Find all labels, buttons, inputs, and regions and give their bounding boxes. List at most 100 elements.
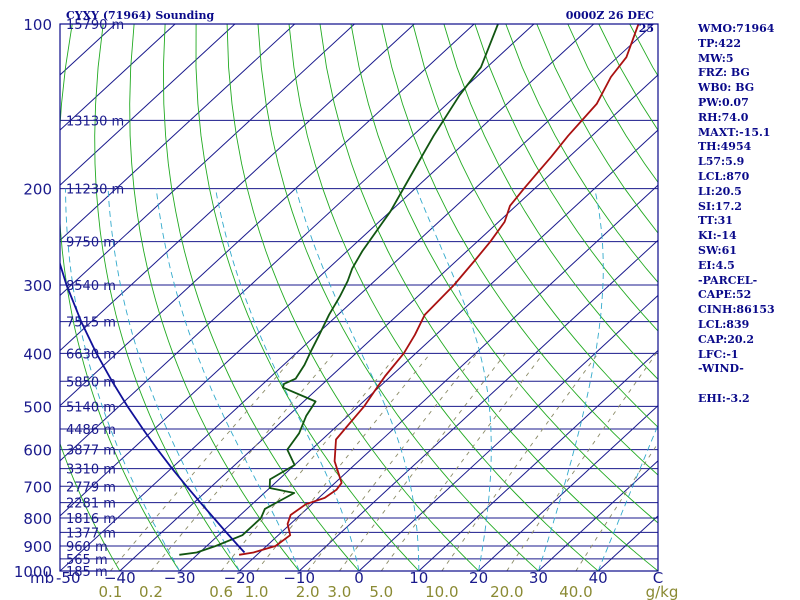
- pressure-label-200: 200: [23, 181, 52, 199]
- sounding-index-22: LFC:-1: [698, 347, 739, 361]
- sounding-index-24: [698, 377, 798, 392]
- mixing-ratio-line-10.0: [441, 353, 599, 571]
- height-label-350: 7515 m: [66, 316, 116, 331]
- isotherm--100: [60, 24, 355, 297]
- height-label-250: 9750 m: [66, 236, 116, 251]
- height-label-100: 15790 m: [66, 18, 124, 33]
- dry-adiabat-110: [505, 24, 658, 283]
- isotherm-10: [418, 349, 658, 571]
- height-label-700: 2779 m: [66, 480, 116, 495]
- dry-adiabat-40: [288, 24, 599, 571]
- temperature-tick--20: −20: [224, 569, 256, 587]
- parcel-line: [60, 260, 246, 554]
- isotherm--10: [298, 239, 658, 571]
- mixing-ratio-line-0.2: [150, 353, 335, 571]
- dry-adiabat--20: [94, 24, 240, 571]
- dry-adiabat-20: [226, 24, 479, 571]
- sounding-index-8: TH:4954: [698, 140, 752, 154]
- moist-adiabat-40: [597, 423, 658, 571]
- isotherm-30: [538, 460, 658, 571]
- temperature-tick--40: −40: [104, 569, 136, 587]
- isotherm--120: [60, 24, 236, 186]
- pressure-label-900: 900: [23, 538, 52, 556]
- height-label-400: 6630 m: [66, 347, 116, 362]
- sounding-index-4: WB0: BG: [698, 81, 755, 95]
- pressure-label-800: 800: [23, 510, 52, 528]
- temperature-tick-30: 30: [529, 569, 548, 587]
- height-label-950: 565 m: [66, 553, 108, 568]
- dry-adiabat-100: [474, 24, 658, 332]
- sounding-indices-panel: WMO:71964 TP:422 MW:5 FRZ: BG WB0: BG PW:0.07…: [698, 22, 798, 407]
- sounding-index-2: MW:5: [698, 51, 734, 65]
- temperature-tick-10: 10: [409, 569, 428, 587]
- temperature-tick--50: -50: [56, 569, 81, 587]
- plot-frame: [59, 23, 659, 572]
- height-label-900: 960 m: [66, 540, 108, 555]
- dry-adiabat--10: [129, 24, 300, 571]
- sounding-index-21: CAP:20.2: [698, 332, 755, 346]
- pressure-label-600: 600: [23, 442, 52, 460]
- pressure-label-300: 300: [23, 277, 52, 295]
- mixing-ratio-label-0.6: 0.6: [209, 583, 233, 600]
- temperature-tick-40: 40: [589, 569, 608, 587]
- mixing-ratio-line-20.0: [506, 353, 657, 571]
- chart-grid: [60, 24, 658, 571]
- mixing-ratio-label-20.0: 20.0: [490, 583, 523, 600]
- dry-adiabat--40: [60, 442, 121, 571]
- temperature-unit-label: C: [653, 569, 663, 587]
- temperature-line: [238, 24, 640, 556]
- sounding-index-14: KI:-14: [698, 229, 737, 243]
- dry-adiabat-30: [257, 24, 539, 571]
- sounding-index-16: EI:4.5: [698, 258, 735, 272]
- dewpoint-line: [179, 24, 499, 556]
- dry-adiabat-0: [162, 24, 360, 571]
- pressure-label-100: 100: [23, 16, 52, 34]
- height-label-500: 5140 m: [66, 400, 116, 415]
- mixing-ratio-unit-label: g/kg: [646, 583, 679, 600]
- dry-adiabat-90: [443, 24, 658, 380]
- isotherm--50: [60, 24, 654, 571]
- sounding-index-17: -PARCEL-: [698, 273, 758, 287]
- isotherm--110: [60, 24, 296, 241]
- height-label-650: 3310 m: [66, 463, 116, 478]
- mixing-ratio-line-5.0: [380, 353, 544, 571]
- pressure-unit-label: mb: [30, 569, 54, 587]
- mixing-ratio-label-1.0: 1.0: [245, 583, 269, 600]
- moist-adiabat--10: [155, 188, 300, 571]
- dry-adiabat-50: [319, 24, 658, 571]
- sounding-index-13: TT:31: [698, 214, 733, 228]
- mixing-ratio-line-2.0: [307, 353, 478, 571]
- sounding-index-12: SI:17.2: [698, 199, 742, 213]
- height-label-850: 1377 m: [66, 526, 116, 541]
- sounding-index-25: EHI:-3.2: [698, 391, 750, 405]
- temperature-tick--10: −10: [283, 569, 315, 587]
- temperature-tick--30: −30: [164, 569, 196, 587]
- mixing-ratio-line-3.0: [339, 353, 506, 571]
- mixing-ratio-line-0.6: [220, 353, 399, 571]
- pressure-label-500: 500: [23, 398, 52, 416]
- height-label-450: 5850 m: [66, 375, 116, 390]
- height-label-750: 2281 m: [66, 497, 116, 512]
- sounding-index-23: -WIND-: [698, 362, 744, 376]
- moist-adiabat-0: [215, 188, 360, 571]
- temperature-tick-0: 0: [354, 569, 364, 587]
- pressure-label-700: 700: [23, 478, 52, 496]
- dry-adiabat-10: [195, 24, 420, 571]
- sounding-index-11: LI:20.5: [698, 184, 742, 198]
- moist-adiabat--20: [107, 188, 240, 571]
- chart-valid-time: 0000Z 26 DEC 25: [565, 9, 654, 35]
- moist-adiabat-30: [537, 188, 604, 571]
- sounding-index-20: LCL:839: [698, 317, 750, 331]
- sounding-index-0: WMO:71964: [698, 22, 775, 35]
- mixing-ratio-label-10.0: 10.0: [425, 583, 458, 600]
- sounding-index-10: LCL:870: [698, 169, 750, 183]
- isotherm-0: [358, 294, 658, 571]
- mixing-ratio-line-40.0: [575, 442, 658, 571]
- mixing-ratio-label-0.2: 0.2: [139, 583, 163, 600]
- sounding-index-7: MAXT:-15.1: [698, 125, 771, 139]
- mixing-ratio-label-5.0: 5.0: [369, 583, 393, 600]
- sounding-index-9: L57:5.9: [698, 155, 745, 169]
- sounding-index-6: RH:74.0: [698, 110, 749, 124]
- mixing-ratio-line-1.0: [256, 353, 431, 571]
